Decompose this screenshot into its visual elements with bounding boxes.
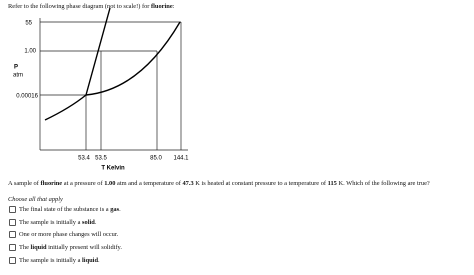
option[interactable]: The sample is initially a solid. [9,218,96,226]
text: K is heated at constant pressure to a te… [193,180,328,187]
text: : [172,3,175,10]
phase-diagram: 55 1.00 0.00016 P atm 53.4 53.5 85.0 144… [13,7,189,172]
y-label: 55 [25,21,32,27]
option-text: One or more phase changes will occur. [19,231,118,238]
bold-text: liquid [82,256,99,264]
option-text: The final state of the substance is a ga… [19,206,121,213]
y-label: 1.00 [24,49,36,55]
text: atm and a temperature of [115,180,183,187]
option-text: The sample is initially a liquid. [19,257,100,264]
text: at a pressure of [62,180,105,187]
checkbox[interactable] [9,218,16,226]
checkbox[interactable] [9,231,16,239]
checkbox[interactable] [9,244,16,252]
bold-text: fluorine [151,3,173,10]
bold-text: gas [110,206,120,213]
x-label: 53.4 [78,156,90,162]
text: The sample is initially a [19,256,83,264]
text: initially present will solidify. [46,244,122,252]
text: Refer to the following phase diagram (no… [8,3,152,10]
text: . [98,256,100,264]
text: K. Which of the following are true? [336,180,430,187]
option-text: The sample is initially a solid. [19,219,96,226]
bold-text: 1.00 [104,180,116,187]
option[interactable]: The sample is initially a liquid. [9,256,100,264]
option[interactable]: The final state of the substance is a ga… [9,206,121,213]
text: The [19,244,31,252]
option[interactable]: One or more phase changes will occur. [9,231,118,239]
bold-text: 115 [327,180,337,187]
text: . [94,218,97,226]
text: The final state of the substance is a [19,206,111,213]
bold-text: solid [82,218,95,226]
checkbox[interactable] [9,256,16,264]
instruction: Choose all that apply [8,196,63,203]
text: A sample of [8,180,41,187]
bold-text: liquid [30,244,47,252]
bold-text: fluorine [40,180,63,187]
y-label: 0.00016 [16,94,38,100]
question: A sample of fluorine at a pressure of 1.… [8,180,430,187]
text: One or more phase changes will occur. [19,231,119,239]
text: . [119,206,121,213]
prompt: Refer to the following phase diagram (no… [8,3,174,10]
y-axis-label: atm [13,73,23,79]
x-label: 144.1 [173,156,189,162]
text: The sample is initially a [19,218,83,226]
y-axis-label: P [14,65,18,71]
x-label: 85.0 [150,156,162,162]
x-label: 53.5 [95,156,107,162]
bold-text: 47.3 [182,180,194,187]
checkbox[interactable] [9,206,16,213]
option-text: The liquid initially present will solidi… [19,244,122,251]
x-axis-label: T Kelvin [101,166,125,172]
option[interactable]: The liquid initially present will solidi… [9,244,122,252]
